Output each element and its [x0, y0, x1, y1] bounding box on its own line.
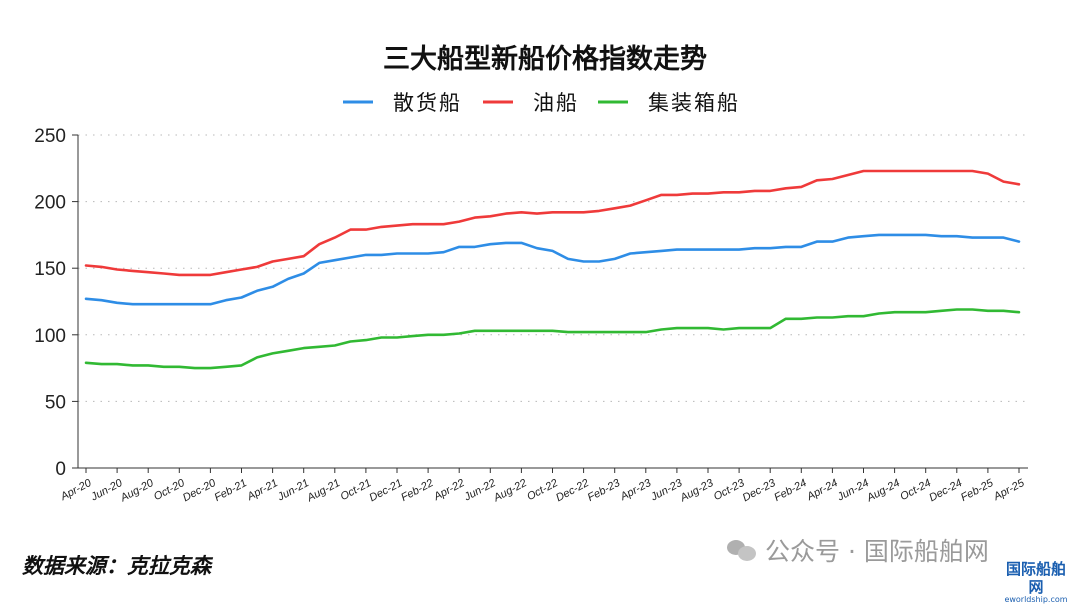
- x-tick-label: Dec-21: [367, 477, 404, 504]
- axes: 050100150200250Apr-20Jun-20Aug-20Oct-20D…: [34, 126, 1028, 505]
- logo-text: 国际船舶网: [1005, 560, 1066, 596]
- y-tick-label: 200: [34, 193, 66, 214]
- legend: 散货船 油船 集装箱船: [343, 91, 740, 115]
- x-tick-label: Aug-24: [864, 477, 902, 505]
- series-lines: [84, 169, 1021, 370]
- x-tick-label: Dec-24: [927, 477, 964, 504]
- x-tick-label: Feb-24: [772, 477, 808, 504]
- y-tick-label: 150: [34, 259, 66, 280]
- x-tick-label: Feb-25: [959, 477, 996, 504]
- x-tick-label: Dec-23: [741, 477, 779, 505]
- series-line: [84, 308, 1021, 370]
- y-tick-label: 250: [34, 126, 66, 147]
- chart-title: 三大船型新船价格指数走势: [383, 43, 707, 75]
- x-tick-label: Apr-20: [58, 477, 94, 504]
- x-tick-label: Apr-21: [245, 477, 281, 503]
- x-tick-label: Jun-22: [461, 477, 497, 504]
- x-tick-label: Apr-25: [991, 477, 1027, 504]
- x-tick-label: Oct-22: [525, 477, 560, 503]
- x-tick-label: Aug-22: [491, 477, 529, 505]
- x-tick-label: Apr-23: [618, 477, 654, 504]
- watermark: 公众号 · 国际船舶网: [727, 532, 989, 568]
- legend-label: 散货船: [393, 91, 462, 115]
- y-tick-label: 50: [45, 392, 66, 413]
- legend-label: 集装箱船: [648, 91, 740, 115]
- x-tick-label: Oct-21: [339, 477, 374, 503]
- x-tick-label: Dec-22: [554, 477, 591, 504]
- x-tick-label: Oct-20: [152, 477, 188, 504]
- x-tick-label: Oct-24: [898, 477, 933, 503]
- x-tick-label: Jun-21: [275, 477, 311, 504]
- x-tick-label: Aug-21: [304, 477, 342, 505]
- wechat-icon: [727, 538, 757, 562]
- x-tick-label: Jun-23: [648, 477, 685, 504]
- x-tick-label: Aug-20: [118, 477, 157, 505]
- x-tick-label: Apr-22: [431, 477, 467, 503]
- x-tick-label: Apr-24: [804, 477, 840, 503]
- chart: 三大船型新船价格指数走势 散货船 油船 集装箱船 0 50 100 150 200 250 Ap…: [34, 43, 1028, 505]
- logo-subtext: eworldship.com: [1004, 595, 1068, 604]
- x-tick-label: Aug-23: [678, 477, 717, 505]
- y-tick-label: 100: [34, 326, 66, 347]
- x-tick-label: Feb-23: [586, 477, 623, 504]
- x-tick-label: Jun-24: [835, 477, 871, 504]
- x-tick-label: Dec-20: [181, 477, 219, 505]
- watermark-text: 公众号 · 国际船舶网: [765, 537, 989, 566]
- x-tick-label: Feb-22: [399, 477, 435, 504]
- grid: [78, 134, 1028, 402]
- y-tick-label: 0: [55, 459, 66, 480]
- series-line: [84, 233, 1021, 306]
- source-note: 数据来源：克拉克森: [22, 553, 211, 578]
- x-tick-label: Oct-23: [712, 477, 748, 504]
- site-logo: 国际船舶网 eworldship.com: [1000, 560, 1072, 604]
- series-line: [84, 169, 1021, 277]
- x-tick-label: Feb-21: [212, 477, 248, 504]
- legend-label: 油船: [533, 91, 579, 115]
- x-tick-label: Jun-20: [88, 477, 125, 504]
